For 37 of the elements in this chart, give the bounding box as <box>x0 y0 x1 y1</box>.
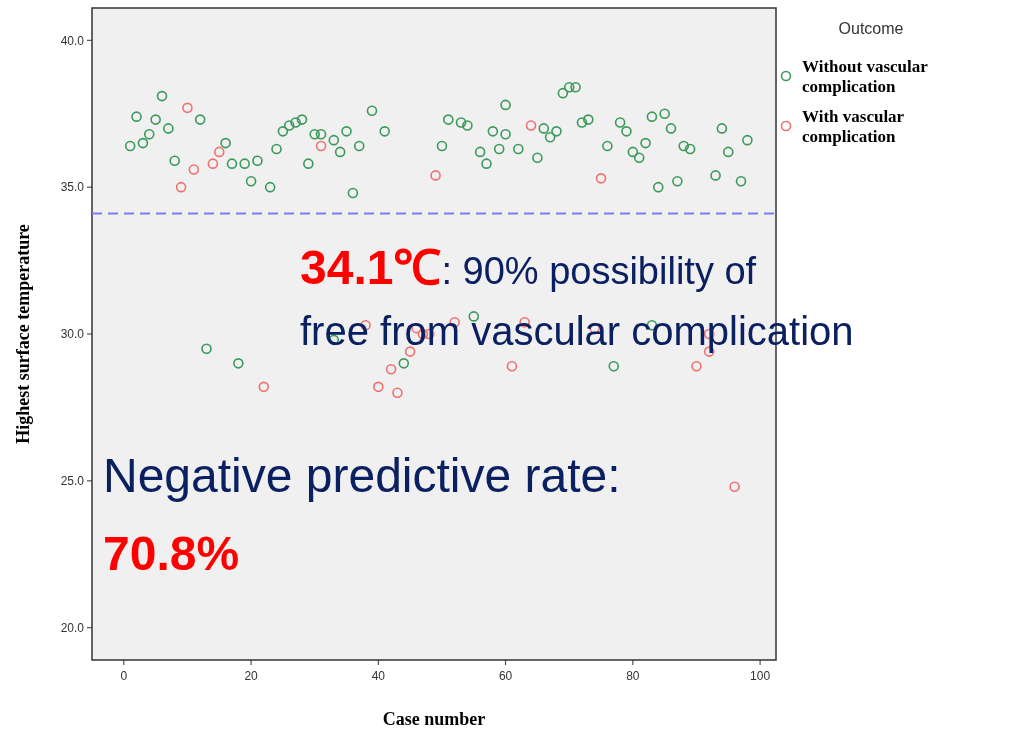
x-tick-label: 80 <box>626 669 640 683</box>
x-axis-title: Case number <box>382 709 486 729</box>
point <box>525 120 537 131</box>
x-tick-label: 100 <box>750 669 771 683</box>
annotation: 70.8% <box>103 527 240 580</box>
x-tick-label: 40 <box>371 669 386 683</box>
point <box>213 146 225 158</box>
point <box>506 361 518 372</box>
point <box>404 346 416 357</box>
legend-label: Without vascular complication <box>802 57 929 96</box>
annotation: : 90% possibility of <box>441 250 757 292</box>
point <box>188 164 200 175</box>
point <box>595 173 607 184</box>
x-tick-label: 0 <box>120 669 128 683</box>
annotation: 34.1℃ <box>300 241 442 294</box>
point <box>385 363 397 375</box>
point <box>258 381 270 393</box>
legend-label: With vascular complication <box>802 107 905 146</box>
point <box>729 481 740 493</box>
point <box>207 158 219 169</box>
annotation: Negative predictive rate: <box>103 449 621 502</box>
y-tick-label: 35.0 <box>60 180 85 195</box>
point <box>392 387 403 399</box>
point <box>430 170 441 181</box>
x-tick-label: 20 <box>244 669 259 683</box>
y-tick-label: 30.0 <box>60 327 85 342</box>
y-axis-title: Highest surface temperature <box>13 224 33 444</box>
point <box>182 102 193 114</box>
y-tick-label: 40.0 <box>60 33 85 48</box>
legend-title: Outcome <box>838 20 904 37</box>
point <box>373 381 384 393</box>
x-tick-label: 60 <box>498 669 513 683</box>
point <box>691 361 702 372</box>
y-tick-label: 25.0 <box>60 474 85 489</box>
point <box>315 140 327 152</box>
y-tick-label: 20.0 <box>60 620 85 635</box>
point <box>175 181 187 193</box>
